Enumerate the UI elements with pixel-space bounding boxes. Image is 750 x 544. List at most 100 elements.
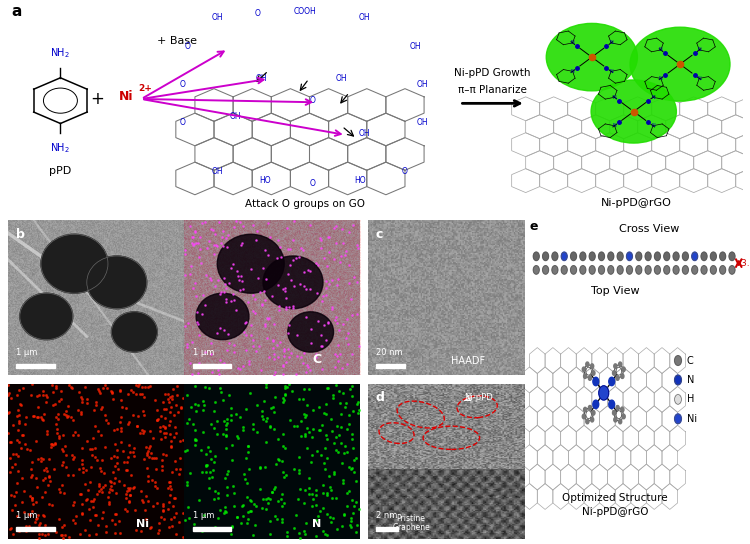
Text: d: d <box>376 391 385 404</box>
Point <box>125 471 137 479</box>
Point <box>238 470 250 479</box>
Point <box>254 463 266 472</box>
Point <box>120 490 132 499</box>
Circle shape <box>598 265 604 274</box>
Point <box>245 497 257 505</box>
Point <box>329 316 341 325</box>
Point <box>46 501 58 510</box>
Point <box>256 300 268 308</box>
Point <box>341 489 353 498</box>
Point <box>96 403 108 412</box>
Point <box>166 467 178 476</box>
Point <box>206 225 218 233</box>
Point <box>220 507 232 516</box>
Point <box>165 441 177 450</box>
Point <box>318 254 330 262</box>
Circle shape <box>626 265 632 274</box>
Text: N: N <box>571 69 574 74</box>
Point <box>130 381 142 390</box>
Point <box>26 506 38 515</box>
Point <box>338 479 350 487</box>
Point <box>51 429 63 437</box>
Point <box>160 450 172 459</box>
Point <box>259 246 271 255</box>
Point <box>272 236 284 244</box>
Point <box>227 347 239 356</box>
Point <box>332 275 344 283</box>
Point <box>122 420 134 429</box>
Point <box>241 479 253 488</box>
Point <box>106 516 118 524</box>
Circle shape <box>682 252 688 261</box>
Point <box>194 245 206 254</box>
Point <box>298 431 310 440</box>
Point <box>217 227 229 236</box>
Point <box>298 282 310 290</box>
Point <box>138 455 150 463</box>
Text: O: O <box>401 167 407 176</box>
Point <box>114 528 126 537</box>
Point <box>53 433 65 442</box>
Circle shape <box>582 367 586 372</box>
Point <box>302 424 313 432</box>
Point <box>168 411 180 420</box>
Point <box>179 270 191 279</box>
Point <box>314 426 326 435</box>
Point <box>273 305 285 314</box>
Point <box>171 382 183 391</box>
Point <box>317 409 329 418</box>
Point <box>310 259 322 268</box>
Circle shape <box>552 265 558 274</box>
Point <box>272 435 284 444</box>
Point <box>146 454 158 462</box>
Point <box>97 508 109 517</box>
Point <box>123 441 135 449</box>
Circle shape <box>613 371 616 375</box>
Point <box>347 456 359 465</box>
Point <box>297 395 309 404</box>
Point <box>332 281 344 289</box>
Point <box>38 511 50 520</box>
Point <box>45 440 57 448</box>
Point <box>297 358 309 367</box>
Point <box>190 292 202 300</box>
Point <box>237 501 249 510</box>
Point <box>105 478 117 486</box>
Point <box>137 498 149 506</box>
Point <box>221 346 233 355</box>
Point <box>6 506 18 515</box>
Point <box>342 340 354 349</box>
Point <box>312 260 324 269</box>
Circle shape <box>675 375 681 385</box>
Point <box>20 527 32 536</box>
Point <box>217 326 229 335</box>
Point <box>338 448 350 457</box>
Point <box>234 218 246 226</box>
Point <box>226 441 238 450</box>
Point <box>264 494 276 503</box>
Point <box>124 484 136 492</box>
Point <box>304 285 316 293</box>
Circle shape <box>636 265 642 274</box>
Point <box>50 382 62 391</box>
Point <box>205 419 217 428</box>
Point <box>313 426 325 435</box>
Point <box>188 240 200 249</box>
Point <box>56 445 68 454</box>
Point <box>164 477 176 486</box>
Circle shape <box>621 374 624 379</box>
Point <box>257 414 269 423</box>
Point <box>226 522 238 531</box>
Circle shape <box>710 252 716 261</box>
Point <box>199 301 211 310</box>
Point <box>131 422 143 430</box>
Point <box>247 220 259 229</box>
Point <box>280 358 292 367</box>
Point <box>26 493 38 502</box>
Point <box>13 400 26 409</box>
Point <box>123 418 135 426</box>
Point <box>194 330 206 339</box>
Point <box>324 512 336 521</box>
Point <box>303 474 315 483</box>
Point <box>13 411 26 419</box>
